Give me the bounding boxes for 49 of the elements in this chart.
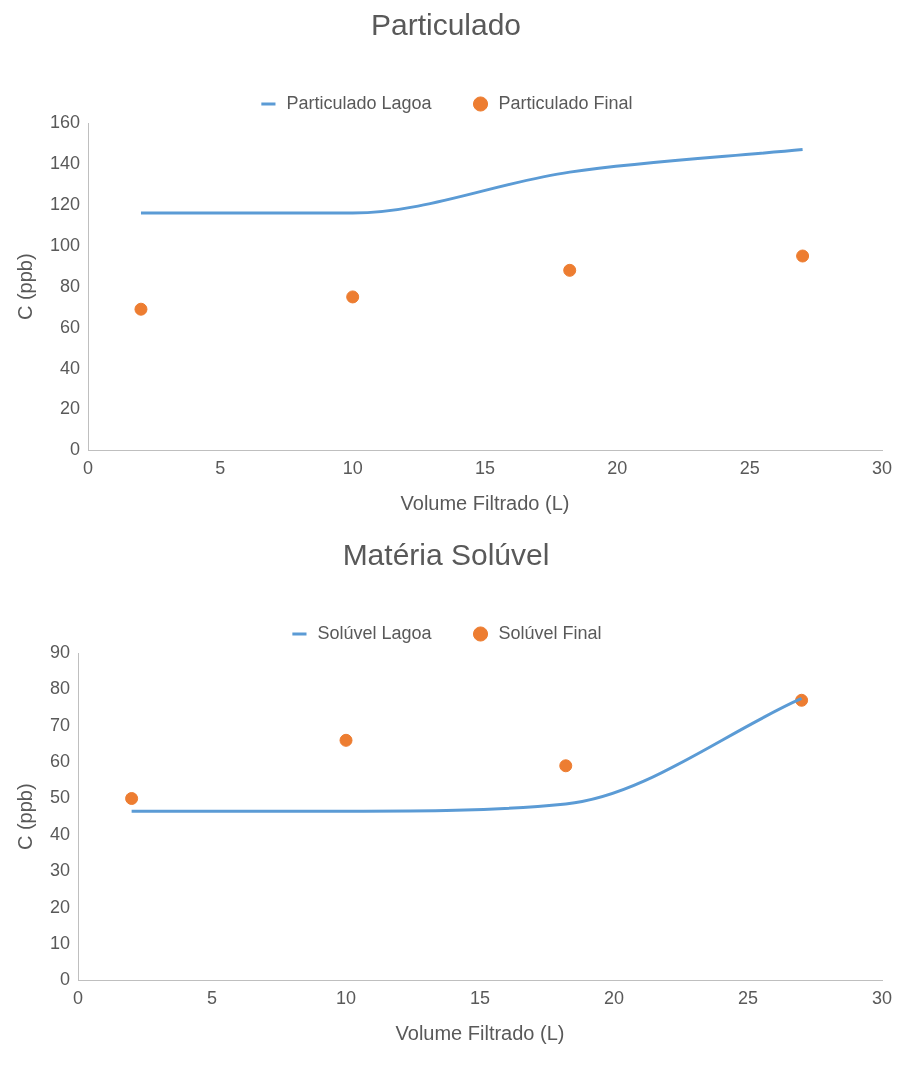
y-tick-label: 0 [60,969,71,990]
x-tick-label: 20 [603,988,625,1009]
y-tick-label: 30 [49,860,71,881]
x-tick-label: 20 [607,458,628,479]
point [125,792,139,806]
y-tick-label: 20 [49,896,71,917]
point [796,249,810,263]
y-tick-label: 40 [49,823,71,844]
y-tick-label: 0 [70,439,81,460]
legend-label: Solúvel Final [498,622,602,643]
point [339,733,353,747]
y-tick-label: 70 [49,714,71,735]
y-tick-label: 50 [49,787,71,808]
y-tick-label: 100 [49,234,81,255]
y-tick-label: 160 [49,111,81,132]
x-tick-label: 5 [215,458,226,479]
chart-title: Matéria Solúvel [342,538,550,572]
x-tick-label: 5 [207,988,218,1009]
y-tick-label: 10 [49,932,71,953]
x-axis-title: Volume Filtrado (L) [395,1021,565,1044]
point [134,302,148,316]
y-tick-label: 120 [49,193,81,214]
y-tick-label: 80 [60,275,81,296]
y-axis-title: C (ppb) [13,783,36,851]
x-tick-label: 10 [336,988,357,1009]
legend-label: Particulado Final [498,92,633,113]
x-tick-label: 10 [342,458,363,479]
x-tick-label: 30 [871,988,893,1009]
x-tick-label: 15 [470,988,491,1009]
y-axis-title: C (ppb) [13,253,36,321]
point [559,759,573,773]
y-tick-label: 80 [49,678,71,699]
x-tick-label: 25 [737,988,759,1009]
x-tick-label: 15 [475,458,496,479]
point [563,263,577,277]
x-axis-title: Volume Filtrado (L) [400,491,570,514]
x-tick-label: 25 [739,458,760,479]
y-tick-label: 60 [60,316,81,337]
x-tick-label: 0 [83,458,94,479]
y-tick-label: 20 [60,398,81,419]
legend-label: Particulado Lagoa [286,92,433,113]
legend-label: Solúvel Lagoa [317,622,433,643]
point [346,290,360,304]
y-tick-label: 60 [49,751,71,772]
y-tick-label: 90 [49,641,71,662]
y-tick-label: 40 [60,357,81,378]
y-tick-label: 140 [49,152,81,173]
chart-title: Particulado [370,8,522,42]
x-tick-label: 30 [871,458,893,479]
